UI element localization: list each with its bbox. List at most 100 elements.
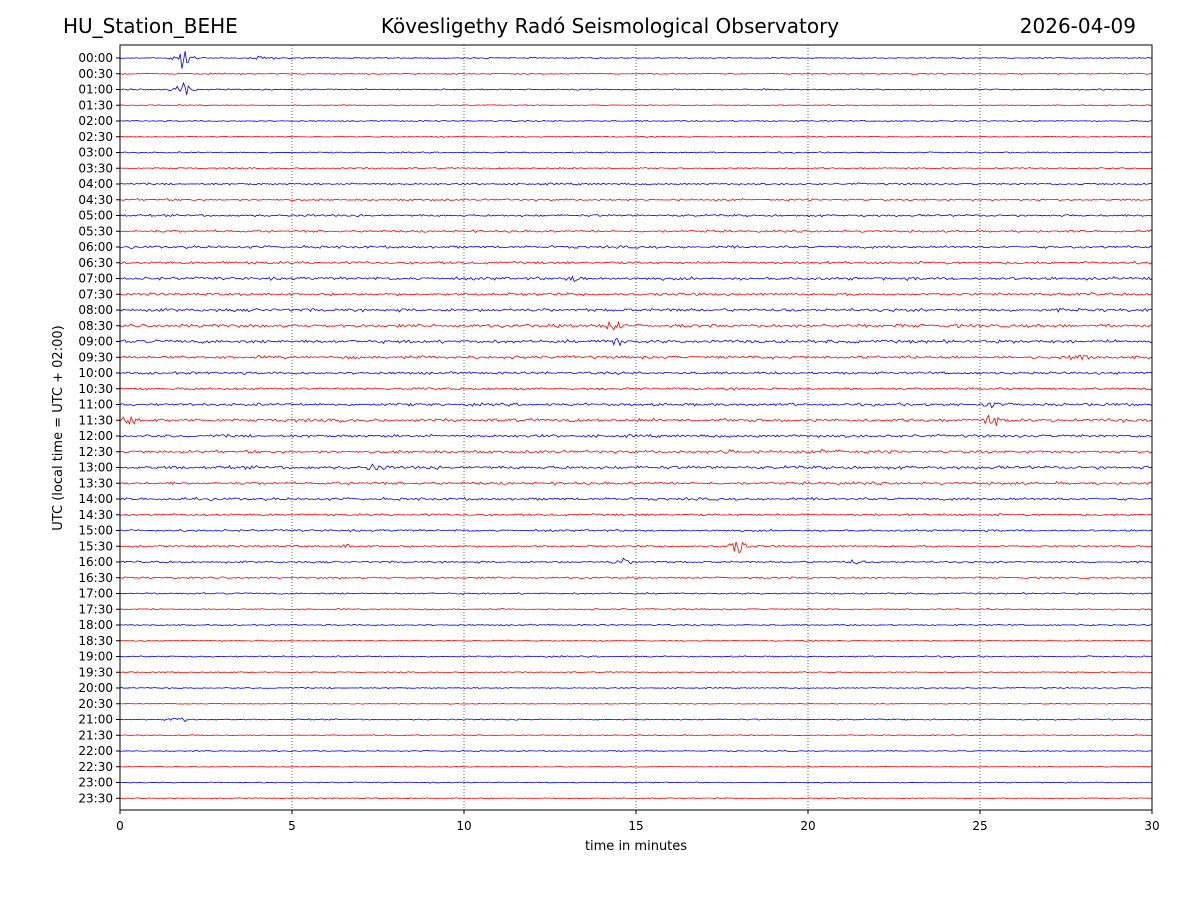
trace-03-00 xyxy=(119,151,1153,154)
trace-09-00 xyxy=(119,337,1153,347)
y-tick-label: 00:30 xyxy=(78,67,113,81)
y-tick-label: 02:00 xyxy=(78,114,113,128)
y-tick-label: 14:00 xyxy=(78,492,113,506)
y-tick-label: 06:30 xyxy=(78,256,113,270)
y-tick-label: 22:30 xyxy=(78,760,113,774)
x-axis-label: time in minutes xyxy=(585,839,687,854)
trace-17-30 xyxy=(119,607,1153,611)
trace-00-30 xyxy=(119,72,1153,76)
x-tick-label: 0 xyxy=(116,819,124,833)
seismogram-traces xyxy=(119,51,1153,800)
y-tick-label: 08:30 xyxy=(78,319,113,333)
trace-00-00 xyxy=(119,51,1153,69)
y-tick-label: 11:30 xyxy=(78,413,113,427)
trace-12-00 xyxy=(119,433,1153,439)
trace-22-00 xyxy=(119,749,1153,753)
trace-05-30 xyxy=(119,229,1153,234)
y-tick-label: 05:30 xyxy=(78,224,113,238)
x-tick-label: 20 xyxy=(800,819,815,833)
y-tick-label: 08:00 xyxy=(78,303,113,317)
y-tick-label: 16:30 xyxy=(78,571,113,585)
station-name: HU_Station_BEHE xyxy=(63,14,238,38)
trace-23-30 xyxy=(119,797,1153,800)
y-tick-label: 01:00 xyxy=(78,83,113,97)
trace-05-00 xyxy=(119,213,1153,218)
y-tick-label: 07:00 xyxy=(78,272,113,286)
y-tick-label: 17:30 xyxy=(78,602,113,616)
y-tick-label: 01:30 xyxy=(78,98,113,112)
y-tick-label: 11:00 xyxy=(78,398,113,412)
x-tick-label: 10 xyxy=(456,819,471,833)
chart-title: Kövesligethy Radó Seismological Observat… xyxy=(380,14,840,38)
trace-07-30 xyxy=(119,292,1153,297)
y-tick-label: 13:30 xyxy=(78,476,113,490)
y-axis-label: UTC (local time = UTC + 02:00) xyxy=(51,325,66,530)
y-tick-label: 06:00 xyxy=(78,240,113,254)
y-tick-label: 09:30 xyxy=(78,350,113,364)
y-tick-label: 23:00 xyxy=(78,776,113,790)
y-tick-label: 07:30 xyxy=(78,287,113,301)
trace-11-00 xyxy=(119,402,1153,409)
y-tick-label: 12:30 xyxy=(78,445,113,459)
trace-20-00 xyxy=(119,686,1153,690)
trace-16-30 xyxy=(119,576,1153,580)
x-tick-label: 30 xyxy=(1144,819,1159,833)
trace-06-00 xyxy=(119,244,1153,249)
y-tick-label: 12:00 xyxy=(78,429,113,443)
trace-08-30 xyxy=(119,320,1153,331)
trace-03-30 xyxy=(119,166,1153,170)
trace-07-00 xyxy=(119,275,1153,283)
y-tick-label: 10:00 xyxy=(78,366,113,380)
trace-04-30 xyxy=(119,198,1153,202)
trace-21-00 xyxy=(119,717,1153,723)
y-tick-label: 16:00 xyxy=(78,555,113,569)
y-tick-label: 03:30 xyxy=(78,161,113,175)
trace-14-30 xyxy=(119,512,1153,517)
y-tick-label: 18:00 xyxy=(78,618,113,632)
grid-lines xyxy=(291,45,981,810)
trace-18-30 xyxy=(119,639,1153,643)
trace-20-30 xyxy=(119,702,1153,705)
trace-02-30 xyxy=(119,135,1153,138)
trace-18-00 xyxy=(119,623,1153,627)
x-axis-ticks: 0 5 10 15 20 25 30 xyxy=(116,810,1160,833)
y-tick-label: 22:00 xyxy=(78,744,113,758)
trace-15-00 xyxy=(119,528,1153,533)
y-tick-label: 17:00 xyxy=(78,587,113,601)
chart-date: 2026-04-09 xyxy=(1019,14,1136,38)
trace-01-00 xyxy=(119,81,1153,95)
y-tick-label: 04:30 xyxy=(78,193,113,207)
y-tick-label: 18:30 xyxy=(78,634,113,648)
trace-16-00 xyxy=(119,557,1153,565)
y-tick-label: 21:00 xyxy=(78,713,113,727)
y-tick-label: 03:00 xyxy=(78,146,113,160)
trace-17-00 xyxy=(119,592,1153,595)
trace-15-30 xyxy=(119,541,1153,554)
trace-19-00 xyxy=(119,655,1153,658)
y-tick-label: 05:00 xyxy=(78,209,113,223)
y-tick-label: 10:30 xyxy=(78,382,113,396)
y-tick-label: 04:00 xyxy=(78,177,113,191)
trace-08-00 xyxy=(119,307,1153,313)
trace-23-00 xyxy=(119,781,1153,784)
y-tick-label: 20:30 xyxy=(78,697,113,711)
trace-06-30 xyxy=(119,260,1153,265)
x-tick-label: 15 xyxy=(628,819,643,833)
trace-04-00 xyxy=(119,182,1153,186)
y-tick-label: 13:00 xyxy=(78,461,113,475)
y-tick-label: 15:30 xyxy=(78,539,113,553)
y-tick-label: 20:00 xyxy=(78,681,113,695)
x-tick-label: 25 xyxy=(972,819,987,833)
trace-14-00 xyxy=(119,496,1153,501)
y-tick-label: 00:00 xyxy=(78,51,113,65)
trace-10-00 xyxy=(119,371,1153,375)
trace-11-30 xyxy=(119,414,1153,427)
trace-09-30 xyxy=(119,354,1153,361)
trace-19-30 xyxy=(119,671,1153,674)
trace-02-00 xyxy=(119,119,1153,123)
trace-13-00 xyxy=(119,463,1153,471)
trace-22-30 xyxy=(119,765,1153,768)
y-tick-label: 15:00 xyxy=(78,524,113,538)
